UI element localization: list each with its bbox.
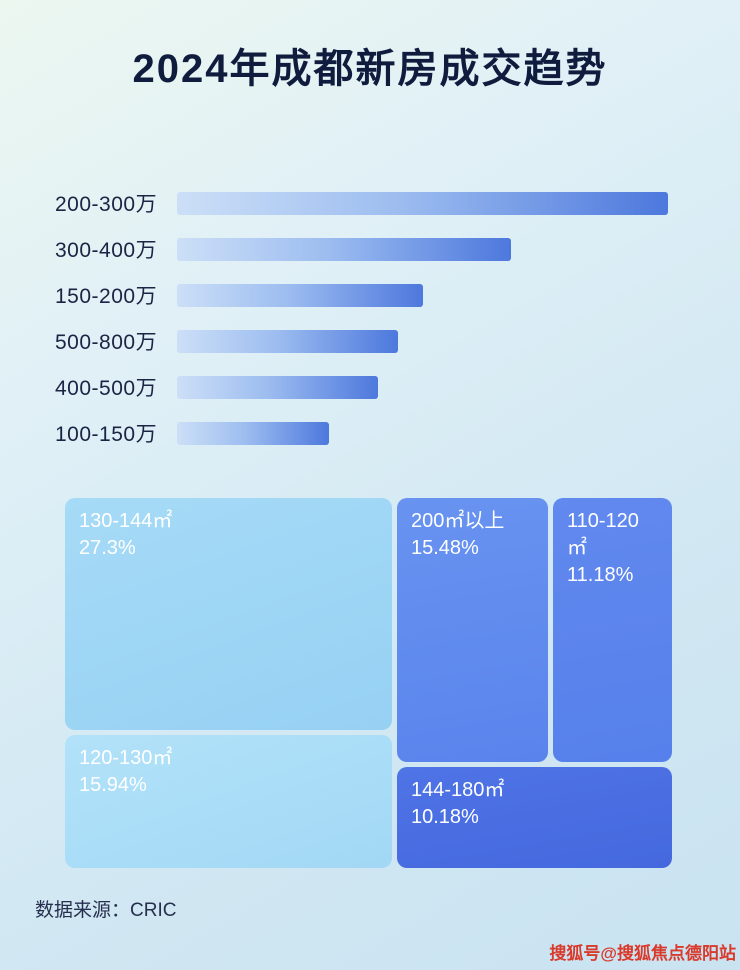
bar-track	[177, 237, 668, 261]
bar-track	[177, 421, 668, 445]
watermark-text: 搜狐号@搜狐焦点德阳站	[549, 944, 736, 963]
treemap-value: 10.18%	[411, 806, 479, 828]
treemap-label: 200㎡以上	[411, 510, 505, 532]
treemap-label: 120-130㎡	[79, 747, 173, 769]
bar-500-800	[177, 329, 398, 353]
treemap-value: 11.18%	[567, 564, 634, 586]
treemap-block-110-120: 110-120㎡ 11.18%	[553, 498, 672, 762]
bar-row: 150-200万	[55, 272, 668, 318]
treemap-block-130-144: 130-144㎡ 27.3%	[65, 498, 392, 730]
treemap-value: 27.3%	[79, 537, 136, 559]
treemap-block-144-180: 144-180㎡ 10.18%	[397, 767, 672, 868]
bar-category-label: 400-500万	[55, 377, 158, 400]
treemap-value: 15.48%	[411, 537, 479, 559]
bar-track	[177, 283, 668, 307]
page-title: 2024年成都新房成交趋势	[132, 47, 608, 91]
bar-300-400	[177, 237, 511, 261]
bar-400-500	[177, 375, 379, 399]
bar-track	[177, 191, 668, 215]
treemap-label: 110-120㎡	[567, 510, 639, 559]
bar-track	[177, 329, 668, 353]
treemap-block-120-130: 120-130㎡ 15.94%	[65, 735, 392, 868]
bar-chart: 200-300万 300-400万 150-200万 500-800万 400-…	[55, 180, 668, 456]
bar-track	[177, 375, 668, 399]
bar-row: 100-150万	[55, 410, 668, 456]
bar-row: 300-400万	[55, 226, 668, 272]
bar-category-label: 500-800万	[55, 331, 158, 354]
treemap-chart: 130-144㎡ 27.3% 120-130㎡ 15.94% 200㎡以上 15…	[65, 498, 672, 868]
treemap-block-200-plus: 200㎡以上 15.48%	[397, 498, 548, 762]
treemap-label: 130-144㎡	[79, 510, 173, 532]
bar-150-200	[177, 283, 423, 307]
data-source-note: 数据来源：CRIC	[35, 900, 177, 921]
bar-category-label: 200-300万	[55, 193, 158, 216]
bar-row: 200-300万	[55, 180, 668, 226]
bar-category-label: 300-400万	[55, 239, 158, 262]
bar-category-label: 150-200万	[55, 285, 158, 308]
treemap-label: 144-180㎡	[411, 779, 505, 801]
bar-100-150	[177, 421, 330, 445]
bar-row: 400-500万	[55, 364, 668, 410]
bar-row: 500-800万	[55, 318, 668, 364]
treemap-value: 15.94%	[79, 774, 147, 796]
bar-200-300	[177, 191, 668, 215]
bar-category-label: 100-150万	[55, 423, 158, 446]
